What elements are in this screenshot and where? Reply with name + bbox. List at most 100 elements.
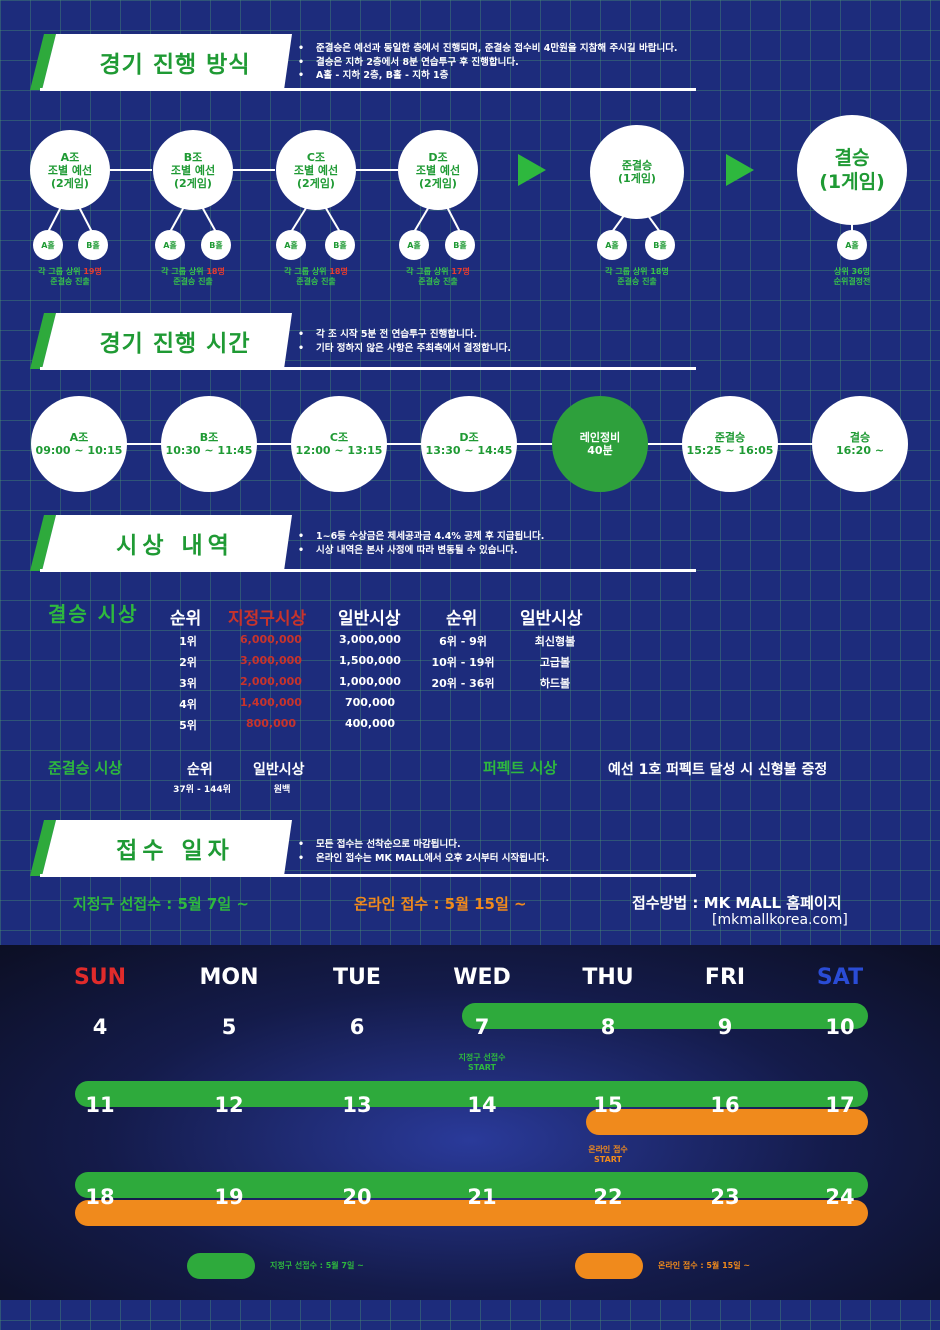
calendar-day: 6 <box>349 1015 365 1039</box>
calendar-day: 19 <box>214 1185 244 1209</box>
bracket-group-a: A조 조별 예선 (2게임) <box>30 130 110 210</box>
calendar-day: 9 <box>717 1015 733 1039</box>
prize-rank: 2위 <box>179 656 197 669</box>
calendar-day: 14 <box>467 1093 497 1117</box>
prize-general: 400,000 <box>344 717 396 730</box>
footer-strip <box>0 1300 940 1330</box>
format-notes: 준결승은 예선과 동일한 층에서 진행되며, 준결승 접수비 4만원을 지참해 … <box>298 42 678 83</box>
calendar-day: 21 <box>467 1185 497 1209</box>
note: A홀 - 지하 2층, B홀 - 지하 1층 <box>298 69 678 83</box>
timeline-d: D조 13:30 ~ 14:45 <box>421 396 517 492</box>
divider <box>40 874 696 877</box>
prize-designated: 1,400,000 <box>240 696 302 709</box>
col-rank-2: 순위 <box>446 609 478 629</box>
section-title: 경기 진행 방식 <box>99 52 251 78</box>
section-header-time: 경기 진행 시간 <box>30 313 300 369</box>
note: 준결승은 예선과 동일한 층에서 진행되며, 준결승 접수비 4만원을 지참해 … <box>298 42 678 56</box>
bracket-group-c: C조 조별 예선 (2게임) <box>276 130 356 210</box>
hall-b: B홀 <box>645 230 675 260</box>
qualify-text: 각 그룹 상위 18명 준결승 진출 <box>284 267 348 286</box>
col-general: 일반시상 <box>338 609 401 629</box>
prize-designated: 800,000 <box>245 717 297 730</box>
weekday-sat: SAT <box>816 965 864 990</box>
divider <box>40 88 696 91</box>
online-bar <box>586 1109 868 1135</box>
qualify-text: 각 그룹 상위 17명 준결승 진출 <box>406 267 470 286</box>
entry-url: [mkmallkorea.com] <box>712 912 848 928</box>
hall-b: B홀 <box>201 230 231 260</box>
note: 모든 접수는 선착순으로 마감됩니다. <box>298 838 549 852</box>
weekday-mon: MON <box>199 965 259 990</box>
bracket-group-d: D조 조별 예선 (2게임) <box>398 130 478 210</box>
note: 온라인 접수는 MK MALL에서 오후 2시부터 시작됩니다. <box>298 852 549 866</box>
timeline-a: A조 09:00 ~ 10:15 <box>31 396 127 492</box>
prize-general: 최신형볼 <box>534 635 576 648</box>
prize-general: 700,000 <box>344 696 396 709</box>
prize-designated: 6,000,000 <box>240 633 302 646</box>
legend-designated-swatch <box>187 1253 255 1279</box>
prize-general: 1,000,000 <box>339 675 401 688</box>
timeline-lane-maintenance: 레인정비 40분 <box>552 396 648 492</box>
arrow-right-icon <box>726 154 754 186</box>
entry-notes: 모든 접수는 선착순으로 마감됩니다. 온라인 접수는 MK MALL에서 오후… <box>298 838 549 865</box>
designated-bar <box>75 1081 868 1107</box>
prize-general: 고급볼 <box>539 656 571 669</box>
perfect-prize-text: 예선 1호 퍼펙트 달성 시 신형볼 증정 <box>608 762 828 778</box>
arrow-right-icon <box>518 154 546 186</box>
weekday-sun: SUN <box>73 965 127 990</box>
bracket-group-b: B조 조별 예선 (2게임) <box>153 130 233 210</box>
calendar-day: 17 <box>825 1093 855 1117</box>
prize-rank: 10위 - 19위 <box>431 656 495 669</box>
semi-general: 원백 <box>273 785 291 795</box>
qualify-text: 각 그룹 상위 18명 준결승 진출 <box>605 267 669 286</box>
legend-designated-label: 지정구 선접수 : 5월 7일 ~ <box>270 1261 364 1270</box>
semi-prize-label: 준결승 시상 <box>48 759 123 777</box>
prize-rank: 3위 <box>179 677 197 690</box>
qualify-text: 상위 36명 순위결정전 <box>833 267 871 286</box>
prize-rank: 5위 <box>179 719 197 732</box>
calendar-day: 15 <box>593 1093 623 1117</box>
online-entry-date: 온라인 접수 : 5월 15일 ~ <box>354 895 527 913</box>
time-notes: 각 조 시작 5분 전 연습투구 진행합니다. 기타 정하지 않은 사항은 주최… <box>298 328 511 355</box>
prize-general: 하드볼 <box>539 677 571 690</box>
calendar-day: 22 <box>593 1185 623 1209</box>
calendar-day: 10 <box>825 1015 855 1039</box>
hall-b: B홀 <box>325 230 355 260</box>
note: 각 조 시작 5분 전 연습투구 진행합니다. <box>298 328 511 342</box>
calendar-day: 4 <box>92 1015 108 1039</box>
section-title: 접수 일자 <box>116 838 234 864</box>
col-general-2: 일반시상 <box>520 609 583 629</box>
note: 1~6등 수상금은 제세공과금 4.4% 공제 후 지급됩니다. <box>298 530 544 544</box>
hall-a: A홀 <box>597 230 627 260</box>
designated-entry-date: 지정구 선접수 : 5월 7일 ~ <box>73 895 249 913</box>
legend-online-swatch <box>575 1253 643 1279</box>
weekday-fri: FRI <box>704 965 746 990</box>
legend-online-label: 온라인 접수 : 5월 15일 ~ <box>658 1261 751 1270</box>
weekday-wed: WED <box>453 965 511 990</box>
section-title: 시상 내역 <box>116 533 234 559</box>
designated-bar <box>462 1003 868 1029</box>
timeline-final: 결승 16:20 ~ <box>812 396 908 492</box>
prize-designated: 2,000,000 <box>240 675 302 688</box>
note: 결승은 지하 2층에서 8분 연습투구 후 진행합니다. <box>298 56 678 70</box>
calendar-day: 20 <box>342 1185 372 1209</box>
calendar-day: 24 <box>825 1185 855 1209</box>
section-header-entry: 접수 일자 <box>30 820 300 876</box>
calendar-day: 16 <box>710 1093 740 1117</box>
divider <box>40 569 696 572</box>
prize-general: 3,000,000 <box>339 633 401 646</box>
hall-a: A홀 <box>837 230 867 260</box>
hall-a: A홀 <box>399 230 429 260</box>
designated-bar <box>75 1172 868 1198</box>
timeline-semifinal: 준결승 15:25 ~ 16:05 <box>682 396 778 492</box>
prize-designated: 3,000,000 <box>240 654 302 667</box>
calendar-day: 18 <box>85 1185 115 1209</box>
timeline-b: B조 10:30 ~ 11:45 <box>161 396 257 492</box>
qualify-text: 각 그룹 상위 18명 준결승 진출 <box>161 267 225 286</box>
semi-col-rank: 순위 <box>187 762 213 778</box>
online-start-caption: 온라인 접수 START <box>588 1145 628 1164</box>
weekday-tue: TUE <box>333 965 381 990</box>
prize-notes: 1~6등 수상금은 제세공과금 4.4% 공제 후 지급됩니다. 시상 내역은 … <box>298 530 544 557</box>
note: 시상 내역은 본사 사정에 따라 변동될 수 있습니다. <box>298 544 544 558</box>
col-designated: 지정구시상 <box>228 609 307 629</box>
